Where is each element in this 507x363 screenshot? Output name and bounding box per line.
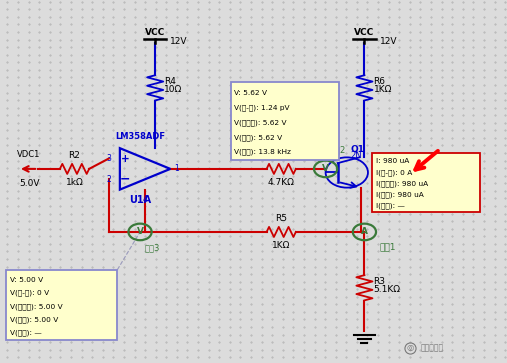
Text: 探针3: 探针3 <box>145 244 161 252</box>
Text: 探针1: 探针1 <box>380 243 396 252</box>
Text: 1kΩ: 1kΩ <box>65 178 83 187</box>
Text: 探针2: 探针2 <box>331 146 346 155</box>
Text: +: + <box>121 154 129 164</box>
Text: 1KΩ: 1KΩ <box>272 241 291 250</box>
Text: 12V: 12V <box>170 37 188 45</box>
Text: VCC: VCC <box>354 28 375 37</box>
Text: 5.1KΩ: 5.1KΩ <box>374 285 401 294</box>
Text: VCC: VCC <box>145 28 165 37</box>
Text: I(直流): 980 uA: I(直流): 980 uA <box>376 191 423 198</box>
Text: I(频率): —: I(频率): — <box>376 203 405 209</box>
Text: Q1: Q1 <box>351 144 365 154</box>
Text: V(频率): —: V(频率): — <box>10 329 42 336</box>
Text: V: V <box>136 228 143 236</box>
FancyBboxPatch shape <box>231 82 339 160</box>
Text: V(峰-峰): 0 V: V(峰-峰): 0 V <box>10 290 49 296</box>
Text: V(频率): 13.8 kHz: V(频率): 13.8 kHz <box>234 148 292 155</box>
Text: ◎: ◎ <box>406 343 413 352</box>
Text: V(有效値): 5.62 V: V(有效値): 5.62 V <box>234 119 287 126</box>
Text: V: V <box>322 164 329 174</box>
Text: V: 5.00 V: V: 5.00 V <box>10 277 43 283</box>
Text: 1: 1 <box>174 164 179 174</box>
Text: 硬件笔记本: 硬件笔记本 <box>421 343 444 352</box>
Text: 2: 2 <box>106 175 111 184</box>
Text: 1KΩ: 1KΩ <box>374 85 392 94</box>
Text: R1: R1 <box>275 151 287 160</box>
Text: 12V: 12V <box>380 37 397 45</box>
Text: 10Ω: 10Ω <box>164 85 183 94</box>
Text: V(直流): 5.00 V: V(直流): 5.00 V <box>10 316 58 323</box>
Text: 4.7KΩ: 4.7KΩ <box>268 178 295 187</box>
Text: VDC1: VDC1 <box>17 150 41 159</box>
Text: 4: 4 <box>142 195 148 204</box>
Text: I(峰-峰): 0 A: I(峰-峰): 0 A <box>376 169 412 176</box>
Text: R4: R4 <box>164 77 176 86</box>
Text: R6: R6 <box>374 77 385 86</box>
Text: A: A <box>361 228 368 236</box>
Text: R5: R5 <box>275 214 287 223</box>
Text: 3: 3 <box>106 154 111 163</box>
Text: R2: R2 <box>68 151 81 160</box>
Text: V: 5.62 V: V: 5.62 V <box>234 90 267 97</box>
Text: I(有效値): 980 uA: I(有效値): 980 uA <box>376 180 427 187</box>
Text: 5.0V: 5.0V <box>19 179 40 188</box>
Text: 2N: 2N <box>351 151 363 160</box>
FancyBboxPatch shape <box>372 153 481 212</box>
Text: R3: R3 <box>374 277 385 286</box>
Text: −: − <box>120 172 130 185</box>
Text: V(直流): 5.62 V: V(直流): 5.62 V <box>234 134 282 140</box>
Text: I: 980 uA: I: 980 uA <box>376 158 409 164</box>
FancyBboxPatch shape <box>7 270 117 340</box>
Text: V(峰-峰): 1.24 pV: V(峰-峰): 1.24 pV <box>234 105 290 111</box>
Text: U1A: U1A <box>129 195 151 204</box>
Text: V(有效値): 5.00 V: V(有效値): 5.00 V <box>10 303 62 310</box>
Text: LM358ADF: LM358ADF <box>115 132 165 141</box>
